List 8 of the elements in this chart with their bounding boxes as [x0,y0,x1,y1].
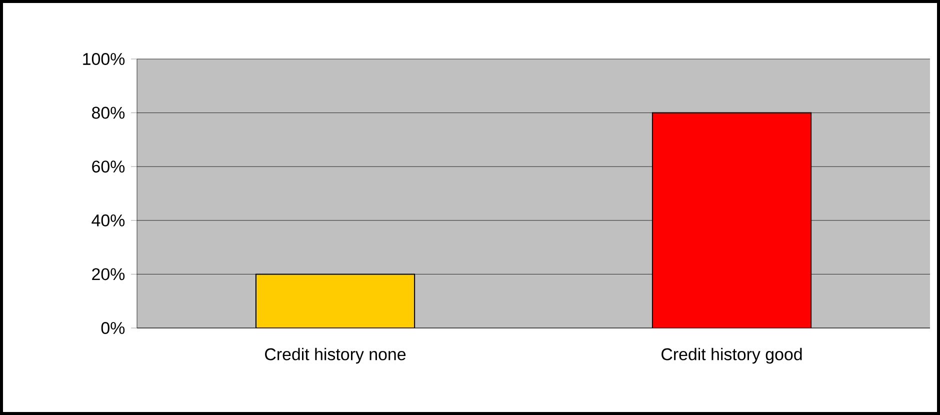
y-tick-label: 0% [101,322,125,334]
y-tick-label: 20% [92,268,125,280]
y-tick-label: 60% [92,160,125,173]
y-tick-label: 80% [92,106,125,119]
x-tick-label: Credit history none [265,348,406,364]
y-tick-label: 40% [92,214,125,226]
x-tick-label: Credit history good [662,348,802,364]
y-tick-label: 100% [83,53,125,65]
